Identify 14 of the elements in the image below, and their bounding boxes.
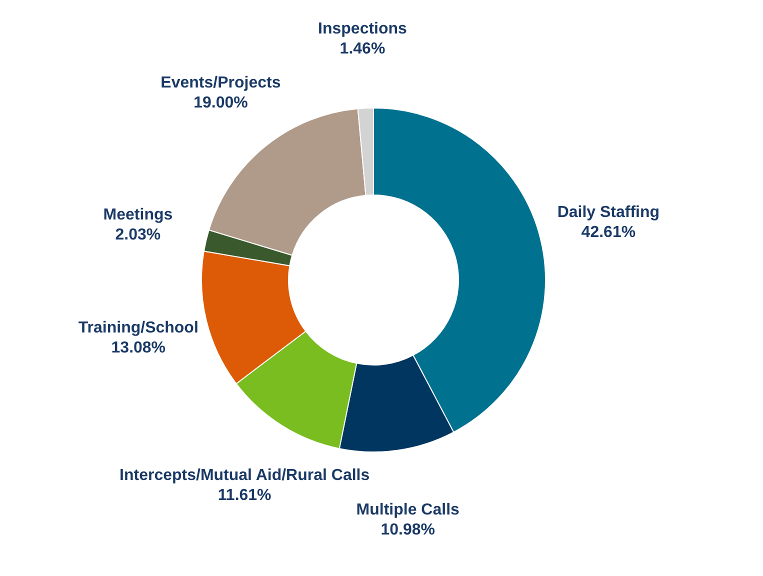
data-label: 19.00% xyxy=(194,94,248,112)
slice-label: Multiple Calls xyxy=(356,502,460,519)
slice-label: Inspections xyxy=(318,20,408,38)
data-label: 10.98% xyxy=(380,522,435,539)
data-label: 2.03% xyxy=(115,226,161,244)
slice-label: Intercepts/Mutual Aid/Rural Calls xyxy=(120,466,370,484)
slice-label: Events/Projects xyxy=(160,74,281,92)
slice-label: Training/School xyxy=(78,319,198,336)
data-label: 42.61% xyxy=(581,224,636,241)
data-label: 11.61% xyxy=(218,486,272,504)
data-label: 13.08% xyxy=(111,339,166,356)
data-label: 1.46% xyxy=(340,40,386,58)
slice-label: Daily Staffing xyxy=(557,204,660,221)
slice-label: Meetings xyxy=(103,206,173,224)
